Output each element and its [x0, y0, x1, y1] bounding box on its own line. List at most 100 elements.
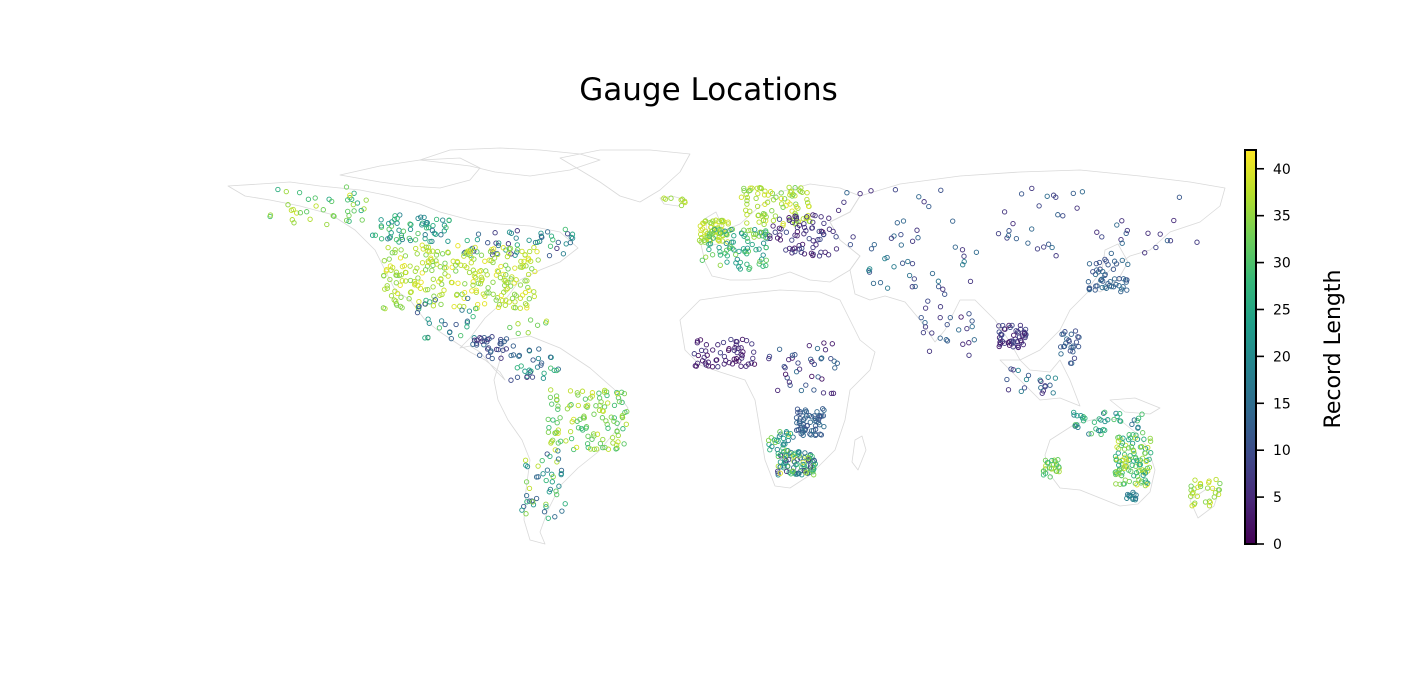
gauge-marker: [793, 201, 799, 207]
gauge-marker: [747, 187, 753, 194]
gauge-marker: [699, 257, 705, 263]
gauge-marker: [1100, 268, 1106, 275]
gauge-marker: [1142, 250, 1148, 256]
gauge-marker: [490, 291, 496, 297]
gauge-marker: [792, 232, 798, 238]
gauge-marker: [423, 244, 429, 250]
gauge-marker: [393, 236, 400, 243]
gauge-marker: [1153, 244, 1159, 251]
gauge-marker: [938, 187, 944, 193]
gauge-marker: [378, 217, 384, 223]
gauge-marker: [766, 355, 772, 362]
gauge-marker: [523, 511, 529, 517]
gauge-marker: [792, 210, 798, 217]
gauge-marker: [458, 332, 464, 339]
gauge-marker: [1147, 438, 1154, 444]
gauge-marker: [508, 352, 514, 359]
gauge-marker: [433, 231, 439, 237]
gauge-marker: [384, 285, 390, 291]
gauge-marker: [1058, 344, 1064, 350]
gauge-marker: [707, 219, 713, 226]
gauge-marker: [473, 342, 480, 348]
gauge-marker: [1137, 457, 1143, 463]
gauge-marker: [1192, 500, 1198, 506]
gauge-marker: [546, 424, 552, 431]
gauge-marker: [290, 206, 296, 213]
gauge-marker: [739, 355, 745, 361]
gauge-marker: [996, 323, 1002, 329]
gauge-marker: [966, 352, 972, 358]
gauge-marker: [1120, 435, 1126, 441]
gauge-marker: [744, 194, 750, 201]
gauge-marker: [969, 318, 975, 324]
gauge-marker: [504, 253, 511, 260]
gauge-marker: [285, 202, 291, 208]
gauge-marker: [1190, 489, 1196, 496]
gauge-marker: [1102, 427, 1108, 433]
gauge-marker: [378, 236, 385, 242]
gauge-marker: [543, 318, 550, 324]
gauge-marker: [383, 267, 390, 273]
gauge-marker: [717, 252, 724, 258]
gauge-marker: [1025, 372, 1032, 379]
gauge-marker: [733, 251, 739, 258]
gauge-marker: [1119, 457, 1125, 463]
gauge-marker: [1176, 194, 1183, 200]
gauge-marker: [423, 220, 429, 226]
gauge-marker: [777, 232, 783, 238]
gauge-marker: [898, 242, 904, 248]
gauge-marker: [998, 331, 1004, 337]
gauge-marker: [519, 507, 525, 513]
gauge-marker: [534, 239, 541, 245]
gauge-marker: [914, 227, 920, 233]
gauge-marker: [1086, 285, 1093, 291]
gauge-marker: [1118, 286, 1125, 292]
gauge-marker: [778, 190, 784, 196]
gauge-marker: [743, 337, 750, 344]
gauge-marker: [545, 429, 552, 435]
gauge-marker: [1130, 489, 1136, 496]
gauge-marker: [833, 234, 839, 240]
gauge-marker: [803, 470, 809, 476]
gauge-marker: [743, 363, 749, 369]
gauge-marker: [490, 279, 496, 285]
gauge-marker: [574, 390, 580, 396]
gauge-marker: [445, 249, 451, 255]
gauge-marker: [1206, 478, 1212, 484]
gauge-marker: [1075, 334, 1081, 340]
gauge-marker: [763, 228, 769, 234]
gauge-marker: [603, 418, 609, 424]
gauge-marker: [305, 196, 312, 202]
gauge-marker: [763, 218, 769, 224]
gauge-marker: [1111, 276, 1118, 282]
gauge-marker: [543, 504, 549, 510]
gauge-marker: [966, 311, 972, 317]
gauge-marker: [471, 256, 477, 262]
gauge-marker: [451, 303, 457, 310]
gauge-marker: [472, 244, 478, 251]
gauge-marker: [1113, 261, 1120, 267]
gauge-marker: [601, 404, 608, 410]
gauge-marker: [782, 456, 788, 463]
gauge-marker: [697, 337, 704, 343]
gauge-marker: [969, 323, 975, 330]
gauge-marker: [1217, 480, 1223, 487]
gauge-marker: [415, 283, 421, 289]
gauge-marker: [1049, 244, 1055, 251]
gauge-marker: [898, 231, 904, 238]
gauge-marker: [733, 342, 739, 348]
gauge-marker: [1056, 464, 1062, 470]
gauge-marker: [478, 278, 485, 284]
gauge-marker: [912, 283, 918, 290]
gauge-marker: [744, 261, 750, 267]
gauge-marker: [369, 232, 376, 238]
gauge-marker: [587, 395, 593, 401]
gauge-marker: [422, 301, 428, 307]
gauge-marker: [313, 203, 319, 209]
gauge-marker: [729, 245, 735, 251]
gauge-marker: [922, 319, 928, 326]
gauge-marker: [525, 330, 531, 336]
gauge-marker: [519, 248, 525, 255]
gauge-marker: [545, 515, 551, 521]
gauge-marker: [801, 454, 807, 461]
